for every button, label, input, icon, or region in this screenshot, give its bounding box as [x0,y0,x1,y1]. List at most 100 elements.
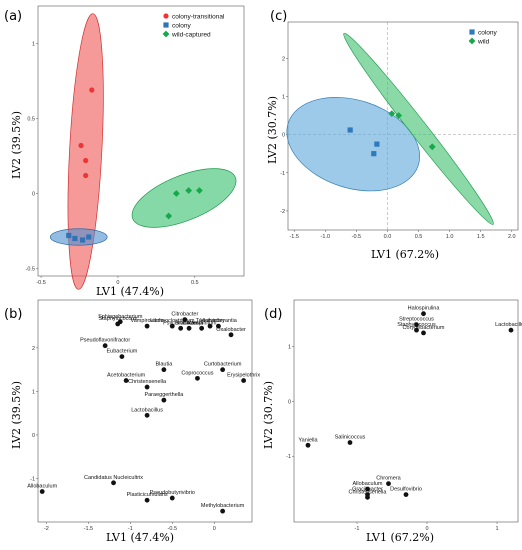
legend-marker-diamond [162,30,170,38]
loading-point [421,311,426,317]
loading-label: Lactobacillus [495,322,522,328]
loading-label: Acetobacterium [107,373,146,379]
loading-point [228,332,234,338]
data-point-colony-transitional [83,172,89,179]
loading-point [386,481,391,487]
loading-point [161,397,167,403]
y-tick-label: 1 [288,345,291,351]
data-point-colony [371,151,377,157]
legend-label: colony [478,29,498,36]
loading-point [144,384,150,390]
data-point-colony-transitional [89,87,95,93]
loading-label: Citrobacter [171,312,198,318]
loading-point [241,378,247,383]
x-tick-label: 0.0 [384,234,392,240]
legend-label: wild-captured [171,31,211,38]
loading-label: Desulfovibrio [390,487,422,493]
x-tick-label: 0 [213,526,216,532]
legend-marker-circle [163,13,169,19]
loading-label: Yaniella [298,437,318,443]
y-tick-label: 1 [282,94,285,100]
loading-point [508,327,514,333]
loading-label: Chromera [376,476,401,482]
loading-point [161,367,167,373]
data-point-wild-captured [172,190,180,197]
y-tick-label: 2 [282,56,285,62]
loading-label: Staphylococcus [397,322,436,328]
data-point-colony [374,141,380,147]
x-tick-label: -1.5 [289,234,298,240]
data-point-wild-captured [185,187,193,194]
y-tick-label: 0 [32,192,35,198]
loading-label: Blautia [155,362,173,368]
loading-point [414,322,419,328]
loading-point [169,323,175,329]
loading-label: Allobaculum [27,484,57,490]
loading-label: Brachlamia [175,320,203,326]
confidence-ellipse-colony-transitional [67,13,104,290]
loading-point [102,343,108,349]
x-tick-label: 2.0 [508,234,516,240]
confidence-ellipse-wild-captured [131,168,237,228]
y-tick-label: 1 [32,42,35,48]
x-axis-title: LV1 (67.2%) [366,531,434,544]
x-axis-title: LV1 (47.4%) [106,531,174,544]
data-point-colony-transitional [78,142,84,149]
loading-point [365,486,370,492]
panel-d: (d) -1 0 1 -1 0 1 LV1 (67.2%) LV2 (30.7%) Halospi… [262,299,522,544]
confidence-ellipse-colony [49,228,108,246]
loading-point [39,489,45,494]
data-point-colony [86,234,92,240]
data-point-wild-captured [196,187,203,194]
x-tick-label: -0.5 [352,234,361,240]
y-tick-label: 0.5 [27,117,35,123]
x-tick-label: -0.5 [168,526,177,532]
loading-label: Lactobacillus [131,407,163,413]
legend-label: colony [172,22,192,29]
data-point-colony-transitional [83,157,89,164]
loading-label: Staphylococcus [98,316,137,322]
data-point-wild-captured [165,212,173,220]
panel-c: (c) -1.5 -1.0 -0.5 0.0 0.5 1.0 1.5 2.0 -2 -1 0 1 2 LV1… [266,9,519,261]
data-point-colony [347,127,353,133]
loading-label: Psychrobacter [163,320,198,326]
x-tick-label: 0 [116,280,119,286]
y-tick-label: 2 [32,346,35,352]
plot-area [293,299,519,523]
loading-label: Turicibacter [196,318,225,324]
loading-label: Vampirovibrio [130,318,163,324]
loading-label: Sphingobacterium [98,314,143,320]
loading-label: Oxalobacter [216,327,246,333]
loading-point [365,494,370,500]
loading-point [186,325,192,331]
x-axis-title: LV1 (47.4%) [96,285,164,298]
y-tick-label: 0 [282,133,285,139]
loading-label: Streptococcus [399,317,434,323]
confidence-ellipse-colony [286,96,421,192]
y-axis-title: LV2 (39.5%) [10,381,23,449]
loading-label: Coprococcus [181,370,213,376]
loading-label: Allobaculum [353,481,383,487]
loading-label: Methylobacterium [201,503,245,509]
legend-marker-square [163,22,169,28]
loading-point [111,480,116,486]
loading-label: Azospirillum [187,320,217,326]
data-point-wild [395,112,403,119]
x-tick-label: -2 [44,526,49,532]
loading-point [216,323,221,329]
loading-label: Plasticicumulans [127,492,168,498]
loading-point [144,323,150,329]
loading-point [123,378,129,383]
y-tick-label: -0.5 [26,267,35,273]
confidence-ellipse-wild [343,32,494,225]
legend-label: wild [477,38,490,45]
data-point-colony [72,235,78,242]
plot-area [37,299,253,523]
loading-point [169,495,175,501]
y-axis-title: LV2 (30.7%) [262,381,275,449]
loading-label: Erysipelothrix [227,373,260,379]
y-tick-label: 0 [288,399,291,405]
loading-point [195,375,200,381]
x-axis-title: LV1 (67.2%) [371,248,439,261]
loading-label: Christensenella [128,379,167,385]
